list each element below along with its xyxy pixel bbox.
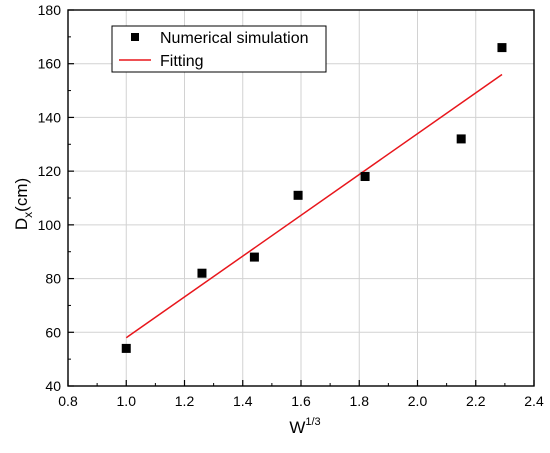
data-points-layer — [121, 43, 507, 353]
data-point — [497, 43, 507, 53]
fitting-line — [125, 73, 503, 339]
y-axis-title: Dx(cm) — [12, 178, 35, 230]
y-tick-label: 140 — [38, 109, 62, 125]
y-tick-label: 80 — [45, 271, 61, 287]
x-tick-label: 2.0 — [408, 393, 428, 409]
y-tick-label: 180 — [38, 2, 62, 18]
x-axis-title-superscript: 1/3 — [305, 416, 320, 428]
data-point — [293, 190, 303, 200]
y-axis-title-subscript: x — [21, 212, 35, 218]
legend-label-numerical-simulation: Numerical simulation — [160, 30, 309, 47]
gridlines — [68, 10, 534, 386]
legend-label-fitting: Fitting — [160, 53, 204, 70]
y-tick-label: 160 — [38, 56, 62, 72]
y-axis-title-base: D — [12, 218, 31, 230]
x-tick-label: 0.8 — [58, 393, 78, 409]
y-tick-label: 40 — [45, 378, 61, 394]
x-tick-label: 1.4 — [233, 393, 253, 409]
data-point — [197, 268, 207, 278]
legend-marker-square — [131, 33, 139, 41]
x-tick-label: 2.2 — [466, 393, 486, 409]
y-tick-label: 100 — [38, 217, 62, 233]
data-point — [456, 134, 466, 144]
legend: Numerical simulation Fitting — [111, 25, 327, 73]
legend-box — [111, 25, 327, 73]
x-tick-label: 1.0 — [117, 393, 137, 409]
axis-ticks: 0.8 1.0 1.2 1.4 1.6 1.8 2.0 2.2 2.4 40 60 80 100 120 1… — [38, 2, 544, 409]
x-tick-label: 1.2 — [175, 393, 195, 409]
y-axis-title-unit: (cm) — [12, 178, 31, 212]
y-tick-label: 60 — [45, 324, 61, 340]
y-tick-label: 120 — [38, 163, 62, 179]
data-point — [121, 343, 131, 353]
data-point — [360, 172, 370, 182]
x-tick-label: 2.4 — [524, 393, 544, 409]
x-tick-label: 1.8 — [350, 393, 370, 409]
fitting-line-layer — [125, 73, 503, 339]
x-axis-title: W1/3 — [289, 416, 320, 437]
data-point — [249, 252, 259, 262]
x-axis-title-base: W — [289, 418, 305, 437]
x-tick-label: 1.6 — [291, 393, 311, 409]
